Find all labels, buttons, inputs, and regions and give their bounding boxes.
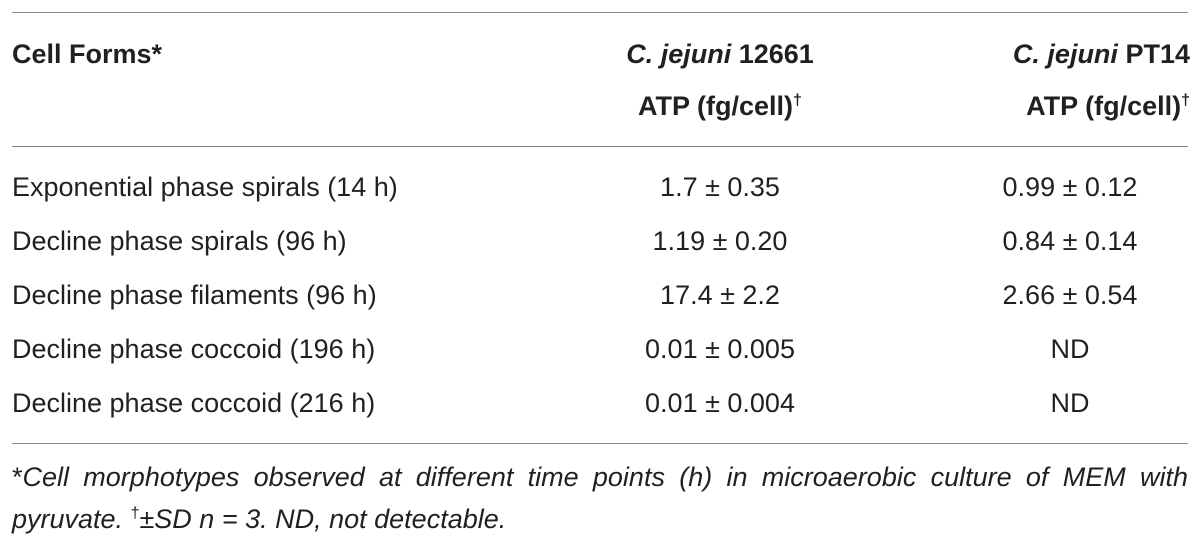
header-cell: C. jejuni 12661 [560,38,880,70]
header-cell: Cell Forms* [12,38,162,70]
value-cell: 2.66 ± 0.54 [1002,280,1138,310]
footnote: *Cell morphotypes observed at different … [12,456,1188,540]
footnote-mark: * [12,462,23,492]
unit: ATP (fg/cell) [1026,91,1182,121]
footnote-mark: † [1181,92,1190,109]
value-cell: 0.01 ± 0.005 [645,334,795,364]
row-label: Decline phase coccoid (196 h) [12,334,376,364]
row-label: Decline phase coccoid (216 h) [12,388,376,418]
header-rule [12,146,1188,147]
value-cell: ND [1050,388,1090,418]
header-cell: C. jejuni PT14 [930,38,1190,70]
top-rule [12,12,1188,13]
row-label: Exponential phase spirals (14 h) [12,172,398,202]
header-text: Cell Forms [12,39,152,69]
value-cell: 17.4 ± 2.2 [660,280,780,310]
value-cell: 1.7 ± 0.35 [660,172,780,202]
row-label: Decline phase spirals (96 h) [12,226,347,256]
footnote-mark: † [130,505,140,522]
footnote-text: Cell morphotypes observed at different t… [12,462,1188,534]
unit: ATP (fg/cell) [638,91,794,121]
strain: 12661 [738,39,814,69]
species: C. jejuni [1012,39,1118,69]
footnote-mark: † [793,92,802,109]
footnote-text: ±SD n = 3. ND, not detectable. [139,504,507,534]
strain: PT14 [1125,39,1190,69]
value-cell: 0.01 ± 0.004 [645,388,795,418]
value-cell: 1.19 ± 0.20 [652,226,788,256]
header-cell: ATP (fg/cell)† [930,90,1190,122]
footnote-mark: * [151,39,163,69]
bottom-rule [12,443,1188,444]
row-label: Decline phase filaments (96 h) [12,280,377,310]
value-cell: 0.84 ± 0.14 [1002,226,1138,256]
value-cell: 0.99 ± 0.12 [1002,172,1138,202]
value-cell: ND [1050,334,1090,364]
header-cell: ATP (fg/cell)† [560,90,880,122]
species: C. jejuni [626,39,732,69]
